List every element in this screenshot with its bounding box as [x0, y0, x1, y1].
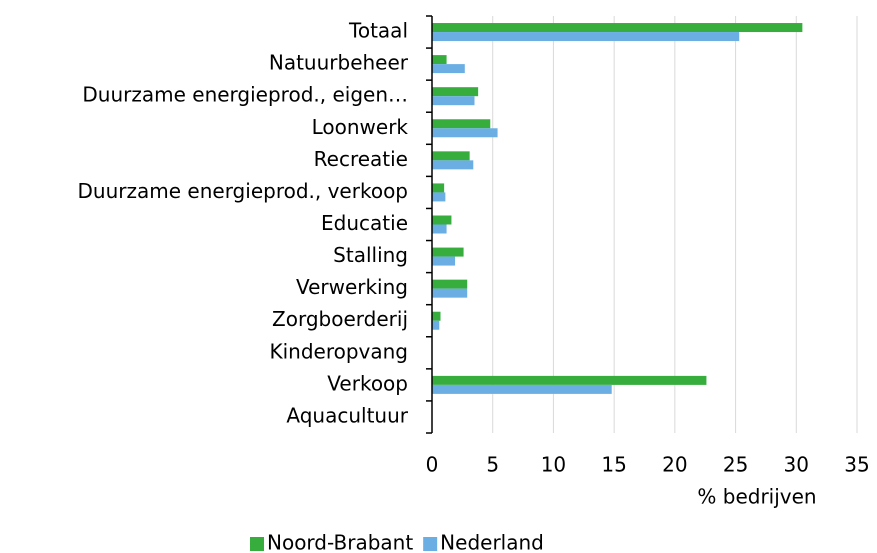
- x-tick-label: 35: [844, 453, 869, 477]
- bar: [432, 375, 707, 385]
- legend-label: Nederland: [440, 531, 544, 553]
- bar: [432, 247, 464, 257]
- legend-label: Noord-Brabant: [267, 531, 413, 553]
- y-tick-label: Loonwerk: [312, 115, 409, 139]
- y-tick-label: Stalling: [333, 243, 408, 267]
- legend-swatch: [423, 537, 438, 551]
- bar: [432, 160, 474, 170]
- y-tick-label: Educatie: [321, 211, 408, 235]
- y-tick-label: Zorgboerderij: [272, 307, 408, 331]
- bar: [432, 311, 441, 321]
- bar: [432, 23, 803, 33]
- bar: [432, 384, 612, 394]
- bar: [432, 119, 491, 129]
- y-tick-label: Verwerking: [296, 275, 408, 299]
- y-tick-label: Aquacultuur: [286, 403, 408, 427]
- x-tick-label: 30: [784, 453, 809, 477]
- y-tick-label: Totaal: [348, 19, 408, 43]
- bar: [432, 288, 468, 298]
- bar: [432, 279, 468, 289]
- legend-swatch: [250, 537, 264, 551]
- bar: [432, 256, 456, 266]
- x-tick-label: 10: [541, 453, 566, 477]
- bar: [432, 55, 447, 65]
- x-tick-label: 25: [723, 453, 748, 477]
- bar: [432, 215, 452, 225]
- y-tick-label: Duurzame energieprod., verkoop: [78, 179, 408, 203]
- y-tick-label: Recreatie: [314, 147, 408, 171]
- bar: [432, 183, 445, 193]
- x-tick-label: 20: [662, 453, 687, 477]
- y-tick-label: Verkoop: [327, 371, 408, 395]
- x-axis-label: % bedrijven: [697, 485, 816, 509]
- bar: [432, 96, 475, 106]
- bar: [432, 87, 479, 97]
- bar: [432, 224, 447, 234]
- y-tick-label: Natuurbeheer: [269, 51, 409, 75]
- y-tick-label: Kinderopvang: [269, 339, 408, 363]
- bar: [432, 192, 446, 202]
- bar: [432, 64, 465, 74]
- x-tick-label: 15: [601, 453, 626, 477]
- bar: [432, 32, 740, 42]
- y-tick-label: Duurzame energieprod., eigen…: [82, 83, 408, 107]
- bar: [432, 128, 498, 138]
- x-tick-label: 0: [426, 453, 439, 477]
- bar: [432, 320, 440, 330]
- bar: [432, 151, 470, 161]
- x-tick-label: 5: [486, 453, 499, 477]
